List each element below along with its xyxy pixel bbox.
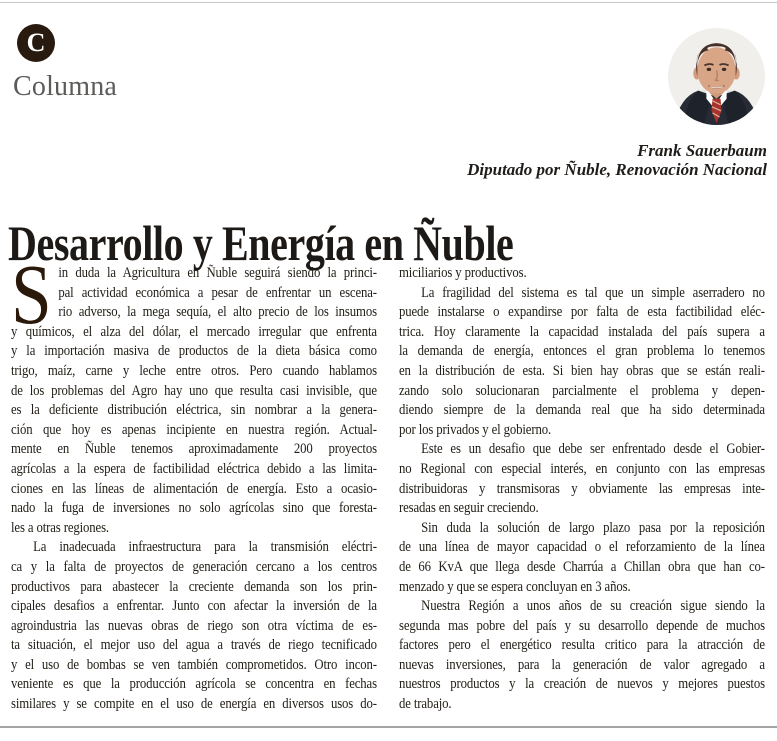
paragraph-2: La inadecuada infraestructura para la tr… bbox=[11, 538, 377, 714]
paragraph-6: Nuestra Región a unos años de su creació… bbox=[399, 597, 765, 715]
paragraph-5-last-line: menzado y que se espera concluyan en 3 a… bbox=[399, 578, 631, 595]
paragraph-4-last-line: resadas en seguir creciendo. bbox=[399, 500, 539, 517]
paragraph-1-last-line: les a otras regiones. bbox=[11, 519, 109, 536]
headline: Desarrollo y Energía en Ñuble bbox=[8, 214, 514, 271]
drop-cap: S bbox=[11, 246, 52, 342]
section-kicker: Columna bbox=[13, 71, 118, 102]
byline: Frank Sauerbaum Diputado por Ñuble, Reno… bbox=[347, 141, 767, 179]
paragraph-1: S in duda la Agricultura en Ñuble seguir… bbox=[11, 246, 377, 538]
top-rule bbox=[0, 2, 777, 3]
paragraph-3-last-line: por los privados y el gobierno. bbox=[399, 421, 552, 438]
column-badge-icon: C bbox=[17, 24, 55, 62]
paragraph-6-last-line: de trabajo. bbox=[399, 696, 452, 713]
paragraph-3: La fragilidad del sistema es tal que un … bbox=[399, 284, 765, 441]
byline-name: Frank Sauerbaum bbox=[637, 141, 767, 160]
paragraph-2-continuation: miciliarios y productivos. bbox=[399, 264, 765, 284]
article-column-right: miciliarios y productivos. La fragilidad… bbox=[399, 264, 765, 715]
paragraph-6-lines: Nuestra Región a unos años de su creació… bbox=[399, 598, 765, 693]
portrait-photo bbox=[668, 28, 765, 125]
paragraph-2-continuation-line: miciliarios y productivos. bbox=[399, 265, 527, 281]
byline-role: Diputado por Ñuble, Renovación Nacional bbox=[467, 159, 767, 179]
paragraph-1-lines: in duda la Agricultura en Ñuble seguirá … bbox=[11, 265, 377, 517]
portrait-illustration bbox=[668, 28, 765, 125]
article-column-left: S in duda la Agricultura en Ñuble seguir… bbox=[11, 246, 377, 715]
paragraph-5: Sin duda la solución de largo plazo pasa… bbox=[399, 519, 765, 597]
paragraph-5-lines: Sin duda la solución de largo plazo pasa… bbox=[399, 519, 765, 575]
paragraph-4-lines: Este es un desafio que debe ser enfrenta… bbox=[399, 441, 765, 497]
paragraph-4: Este es un desafio que debe ser enfrenta… bbox=[399, 440, 765, 518]
paragraph-2-lines: La inadecuada infraestructura para la tr… bbox=[11, 539, 377, 713]
bottom-rule bbox=[0, 726, 777, 728]
badge-letter: C bbox=[26, 28, 46, 57]
paragraph-3-lines: La fragilidad del sistema es tal que un … bbox=[399, 284, 765, 419]
